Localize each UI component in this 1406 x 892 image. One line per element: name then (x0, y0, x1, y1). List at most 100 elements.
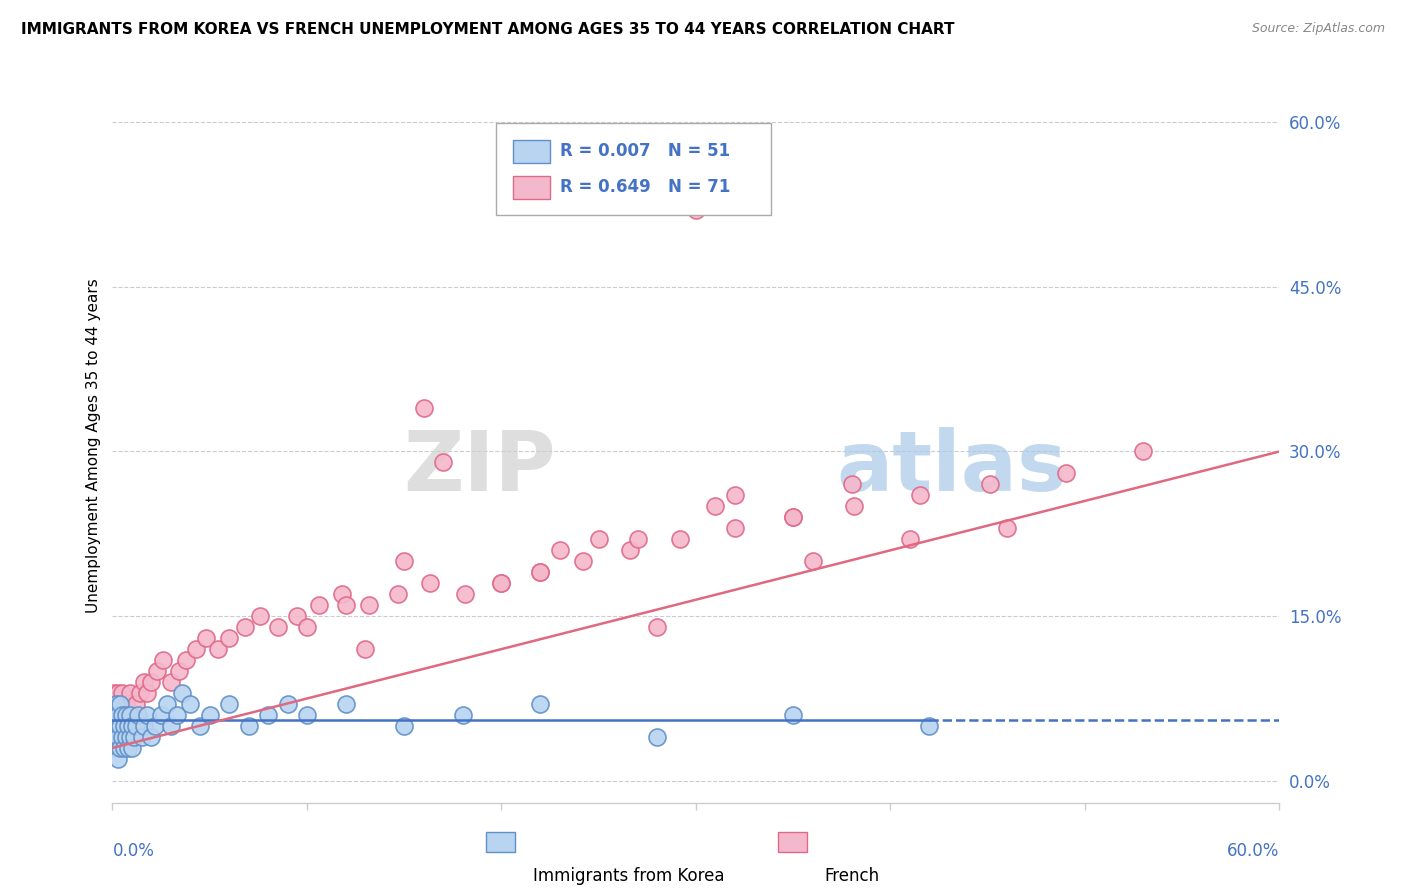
Point (548, 543, 571, 558)
Point (295, 620, 318, 634)
Point (160, 719, 183, 733)
Point (127, 708, 149, 723)
Point (146, 664, 169, 678)
Point (898, 533, 921, 547)
Point (132, 719, 155, 733)
Point (172, 686, 194, 700)
Point (619, 543, 641, 558)
Point (218, 631, 240, 645)
Point (412, 401, 434, 415)
Text: R = 0.649   N = 71: R = 0.649 N = 71 (560, 178, 731, 196)
Point (249, 609, 271, 624)
Point (167, 664, 190, 678)
Point (121, 708, 143, 723)
Point (112, 708, 135, 723)
Point (198, 708, 221, 723)
Point (131, 730, 153, 744)
Point (207, 642, 229, 657)
Point (105, 730, 128, 744)
Point (979, 477, 1001, 491)
Point (118, 730, 141, 744)
Point (125, 719, 148, 733)
Point (112, 719, 135, 733)
Point (111, 730, 134, 744)
Point (103, 719, 125, 733)
Point (194, 631, 217, 645)
Point (150, 708, 173, 723)
Point (110, 719, 132, 733)
Point (354, 642, 377, 657)
Point (335, 598, 357, 612)
Point (233, 620, 256, 634)
Point (143, 719, 166, 733)
Text: Immigrants from Korea: Immigrants from Korea (533, 867, 724, 885)
Text: Source: ZipAtlas.com: Source: ZipAtlas.com (1251, 22, 1385, 36)
Point (107, 686, 129, 700)
Point (685, 202, 707, 217)
Point (724, 488, 747, 502)
Point (121, 740, 143, 755)
Point (105, 697, 128, 711)
Point (188, 719, 211, 733)
Point (115, 730, 138, 744)
Point (995, 521, 1018, 535)
Point (176, 653, 198, 667)
Point (160, 675, 183, 690)
Point (107, 752, 129, 766)
Point (111, 708, 134, 723)
Point (105, 740, 128, 755)
Point (103, 730, 125, 744)
Point (627, 533, 650, 547)
Point (179, 697, 201, 711)
Text: 0.0%: 0.0% (112, 842, 155, 860)
Text: R = 0.007   N = 51: R = 0.007 N = 51 (560, 142, 730, 160)
Point (184, 642, 207, 657)
Y-axis label: Unemployment Among Ages 35 to 44 years: Unemployment Among Ages 35 to 44 years (86, 278, 101, 614)
Point (128, 686, 150, 700)
Point (453, 587, 475, 601)
Text: atlas: atlas (837, 427, 1067, 508)
Point (842, 500, 865, 514)
Point (110, 697, 132, 711)
Point (122, 730, 145, 744)
Point (276, 697, 298, 711)
Point (529, 566, 551, 580)
Point (118, 686, 141, 700)
Point (105, 719, 128, 733)
Point (156, 697, 179, 711)
Point (491, 576, 513, 591)
Point (166, 708, 188, 723)
Point (112, 740, 135, 755)
Point (841, 477, 863, 491)
Point (394, 719, 416, 733)
Point (529, 697, 551, 711)
Point (451, 708, 474, 723)
Point (111, 719, 134, 733)
Point (110, 740, 132, 755)
Point (132, 675, 155, 690)
Text: French: French (824, 867, 880, 885)
Point (152, 653, 174, 667)
Point (782, 708, 804, 723)
Point (136, 686, 159, 700)
Point (141, 730, 163, 744)
Point (432, 455, 454, 469)
Point (136, 708, 159, 723)
Point (107, 719, 129, 733)
Point (588, 533, 610, 547)
Point (267, 620, 290, 634)
Point (103, 708, 125, 723)
Text: ZIP: ZIP (404, 427, 555, 508)
Point (117, 719, 139, 733)
Point (295, 708, 318, 723)
Point (117, 740, 139, 755)
Point (105, 697, 128, 711)
Point (918, 719, 941, 733)
Point (724, 521, 747, 535)
Point (141, 675, 163, 690)
Point (257, 708, 280, 723)
Point (117, 719, 139, 733)
Point (110, 730, 132, 744)
Point (908, 488, 931, 502)
Point (308, 598, 330, 612)
